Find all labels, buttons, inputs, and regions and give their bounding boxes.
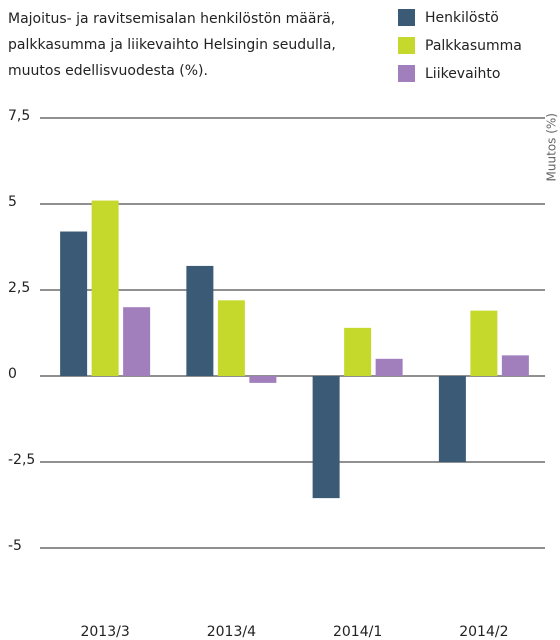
y-tick-label: -2,5 bbox=[8, 452, 35, 468]
bar bbox=[438, 376, 466, 462]
bar bbox=[375, 358, 403, 376]
y-tick-label: 0 bbox=[8, 366, 17, 382]
legend-label: Henkilöstö bbox=[425, 10, 499, 26]
chart-title: Majoitus- ja ravitsemisalan henkilöstön … bbox=[8, 11, 336, 79]
x-tick-label: 2013/4 bbox=[207, 624, 256, 640]
bar bbox=[312, 376, 340, 499]
bar bbox=[186, 265, 214, 376]
bar bbox=[470, 310, 498, 376]
y-axis-label: Muutos (%) bbox=[545, 113, 559, 181]
legend-label: Palkkasumma bbox=[425, 38, 522, 54]
bar bbox=[91, 200, 119, 376]
bar bbox=[344, 327, 372, 376]
bar bbox=[123, 307, 151, 376]
legend-label: Liikevaihto bbox=[425, 66, 500, 82]
x-tick-label: 2014/1 bbox=[333, 624, 382, 640]
y-tick-label: 2,5 bbox=[8, 280, 30, 296]
legend-swatch bbox=[398, 37, 415, 54]
x-tick-label: 2014/2 bbox=[459, 624, 508, 640]
y-tick-label: -5 bbox=[8, 538, 22, 554]
x-tick-label: 2013/3 bbox=[80, 624, 129, 640]
y-tick-label: 7,5 bbox=[8, 108, 30, 124]
bar bbox=[217, 300, 245, 376]
legend-swatch bbox=[398, 65, 415, 82]
legend-swatch bbox=[398, 9, 415, 26]
bar bbox=[501, 355, 529, 376]
y-tick-label: 5 bbox=[8, 194, 17, 210]
bar bbox=[249, 376, 277, 383]
bar bbox=[60, 231, 88, 376]
